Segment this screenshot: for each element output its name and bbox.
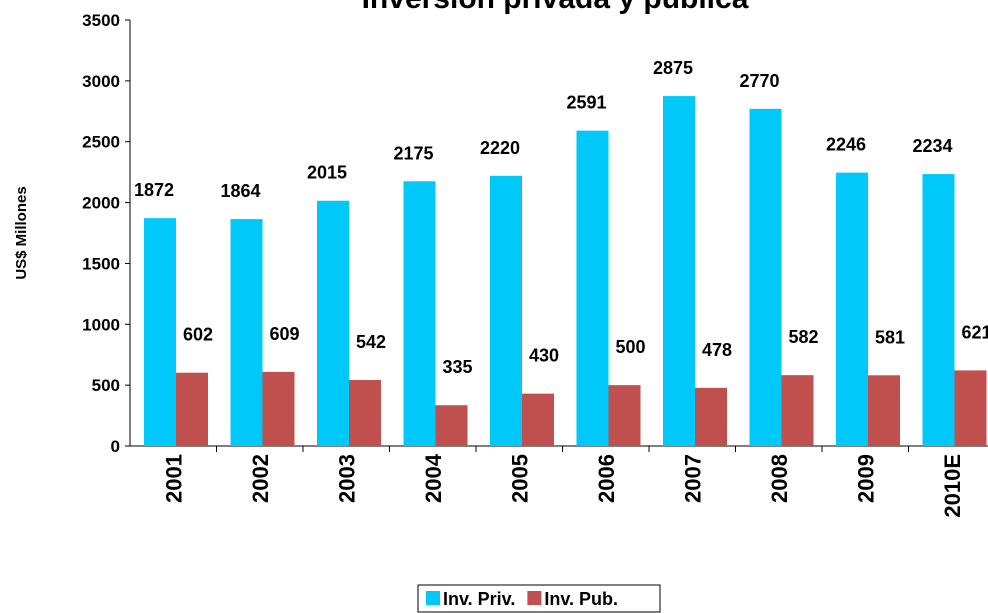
data-label: 2591 [566, 93, 606, 113]
x-tick-label: 2001 [161, 454, 186, 503]
y-tick-label: 2500 [82, 133, 120, 152]
data-label: 1864 [220, 181, 260, 201]
chart-title: Inversión privada y pública [362, 0, 749, 15]
x-tick-label: 2003 [334, 454, 359, 503]
y-tick-label: 2000 [82, 194, 120, 213]
bar [317, 200, 349, 446]
x-tick-label: 2009 [853, 454, 878, 503]
data-label: 2015 [307, 163, 347, 183]
legend-label: Inv. Pub. [544, 589, 618, 609]
data-label: 2875 [653, 58, 693, 78]
y-tick-label: 3000 [82, 72, 120, 91]
data-label: 335 [442, 357, 472, 377]
data-label: 478 [702, 340, 732, 360]
data-label: 2246 [826, 135, 866, 155]
legend-swatch [426, 591, 440, 605]
x-tick-label: 2010E [940, 454, 965, 518]
y-tick-label: 1000 [82, 315, 120, 334]
bar [522, 393, 554, 446]
bar [868, 375, 900, 446]
bar [663, 96, 695, 447]
data-label: 2220 [480, 138, 520, 158]
data-label: 2770 [739, 71, 779, 91]
bar [749, 108, 782, 446]
bar [403, 181, 436, 446]
data-label: 500 [615, 337, 645, 357]
y-tick-label: 0 [111, 437, 120, 456]
bar [490, 175, 522, 446]
bar [608, 385, 641, 446]
y-axis-label: US$ Millones [13, 186, 30, 279]
bar [349, 380, 381, 446]
bar [836, 172, 868, 447]
x-tick-label: 2008 [767, 454, 792, 503]
bar [922, 174, 955, 447]
data-label: 2175 [393, 143, 433, 163]
bar [435, 405, 468, 446]
data-label: 430 [529, 346, 559, 366]
x-tick-label: 2002 [248, 454, 273, 503]
data-label: 582 [788, 327, 818, 347]
x-tick-label: 2007 [680, 454, 705, 503]
data-label: 2234 [912, 136, 952, 156]
y-tick-label: 500 [92, 376, 120, 395]
data-label: 602 [183, 325, 213, 345]
bar [230, 219, 263, 446]
bar [954, 370, 987, 446]
bar [781, 375, 814, 446]
y-tick-label: 3500 [82, 11, 120, 30]
data-label: 542 [356, 332, 386, 352]
legend-swatch [527, 591, 542, 605]
bar [262, 371, 295, 446]
data-label: 1872 [134, 180, 174, 200]
bar [695, 387, 727, 446]
bar [576, 130, 609, 446]
data-label: 581 [875, 327, 905, 347]
x-tick-label: 2006 [594, 454, 619, 503]
bar [176, 372, 208, 446]
x-tick-label: 2004 [421, 453, 446, 503]
bar [144, 218, 176, 446]
data-label: 609 [269, 324, 299, 344]
data-label: 621 [961, 322, 988, 342]
y-tick-label: 1500 [82, 254, 120, 273]
legend-label: Inv. Priv. [443, 589, 515, 609]
x-tick-label: 2005 [507, 454, 532, 503]
